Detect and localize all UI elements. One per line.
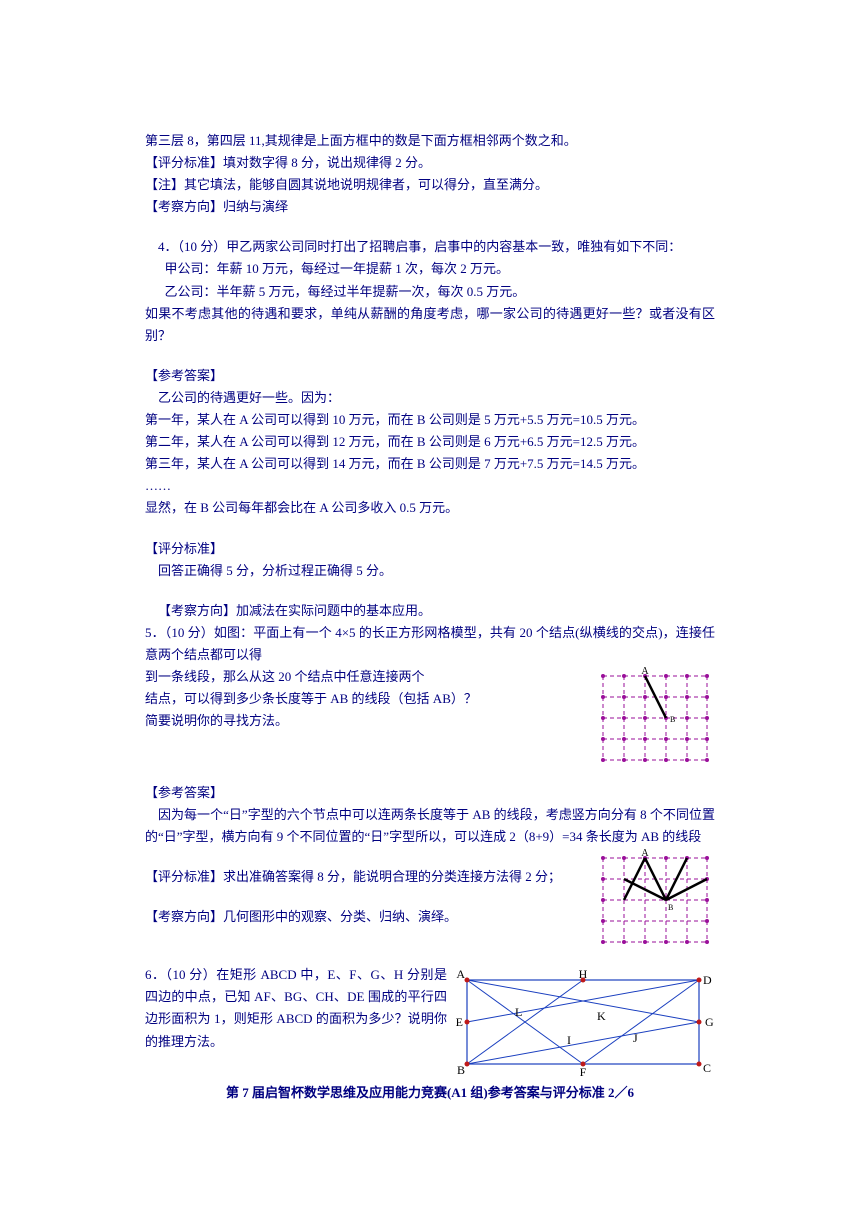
q5-answer-head: 【参考答案】	[145, 782, 715, 804]
q4-year3: 第三年，某人在 A 公司可以得到 14 万元，而在 B 公司则是 7 万元+7.…	[145, 453, 715, 475]
label-b2: B	[668, 903, 673, 912]
label-a2: A	[641, 848, 649, 859]
spacer	[145, 764, 715, 782]
lbl-I: I	[567, 1033, 571, 1047]
q4-scoring-body: 回答正确得 5 分，分析过程正确得 5 分。	[145, 560, 715, 582]
q4-year2: 第二年，某人在 A 公司可以得到 12 万元，而在 B 公司则是 6 万元+6.…	[145, 431, 715, 453]
lbl-A: A	[456, 968, 465, 981]
q3-note: 【注】其它填法，能够自圆其说地说明规律者，可以得分，直至满分。	[145, 174, 715, 196]
rect-svg: A H D E G B F C L K I J	[455, 968, 715, 1078]
lbl-G: G	[705, 1015, 714, 1029]
lbl-J: J	[633, 1031, 638, 1045]
label-a: A	[641, 666, 649, 677]
page-footer: 第 7 届启智杯数学思维及应用能力竞赛(A1 组)参考答案与评分标准 2／6	[145, 1082, 715, 1104]
q4-scoring-head: 【评分标准】	[145, 538, 715, 560]
q3-rule: 第三层 8，第四层 11,其规律是上面方框中的数是下面方框相邻两个数之和。	[145, 130, 715, 152]
lbl-E: E	[456, 1015, 463, 1029]
lbl-C: C	[703, 1061, 711, 1075]
spacer	[145, 347, 715, 365]
q5-grid-figure-2: A B	[595, 848, 715, 946]
q4-stem2: 如果不考虑其他的待遇和要求，单纯从薪酬的角度考虑，哪一家公司的待遇更好一些？或者…	[145, 303, 715, 347]
q4-company-a: 甲公司：年薪 10 万元，每经过一年提薪 1 次，每次 2 万元。	[145, 258, 715, 280]
q4-answer-intro: 乙公司的待遇更好一些。因为：	[145, 387, 715, 409]
spacer	[145, 946, 715, 964]
q4-conclusion: 显然，在 B 公司每年都会比在 A 公司多收入 0.5 万元。	[145, 497, 715, 519]
spacer	[145, 582, 715, 600]
lbl-D: D	[703, 973, 712, 987]
q4-year1: 第一年，某人在 A 公司可以得到 10 万元，而在 B 公司则是 5 万元+5.…	[145, 409, 715, 431]
spacer	[145, 520, 715, 538]
q4-direction: 【考察方向】加减法在实际问题中的基本应用。	[145, 600, 715, 622]
lbl-F: F	[580, 1065, 587, 1078]
q4-dots: ……	[145, 475, 715, 497]
spacer	[145, 218, 715, 236]
lbl-B: B	[457, 1063, 465, 1077]
lbl-L: L	[515, 1005, 522, 1019]
q5-grid-figure: A B	[595, 666, 715, 764]
q4-company-b: 乙公司：半年薪 5 万元，每经过半年提薪一次，每次 0.5 万元。	[145, 281, 715, 303]
label-b: B	[670, 715, 675, 724]
q3-scoring: 【评分标准】填对数字得 8 分，说出规律得 2 分。	[145, 152, 715, 174]
lbl-K: K	[597, 1009, 606, 1023]
q6-rect-figure: A H D E G B F C L K I J	[455, 968, 715, 1078]
q5-stem1: 5．（10 分）如图：平面上有一个 4×5 的长正方形网格模型，共有 20 个结…	[145, 622, 715, 666]
lbl-H: H	[579, 968, 588, 981]
grid-svg-1: A B	[595, 666, 715, 764]
q5-answer1: 因为每一个“日”字型的六个节点中可以连两条长度等于 AB 的线段，考虑竖方向分有…	[145, 804, 715, 848]
q4-stem1: 4．（10 分）甲乙两家公司同时打出了招聘启事，启事中的内容基本一致，唯独有如下…	[145, 236, 715, 258]
q3-direction: 【考察方向】归纳与演绎	[145, 196, 715, 218]
q4-answer-head: 【参考答案】	[145, 365, 715, 387]
document-page: 第三层 8，第四层 11,其规律是上面方框中的数是下面方框相邻两个数之和。 【评…	[0, 0, 860, 1167]
grid-svg-2: A B	[595, 848, 715, 946]
